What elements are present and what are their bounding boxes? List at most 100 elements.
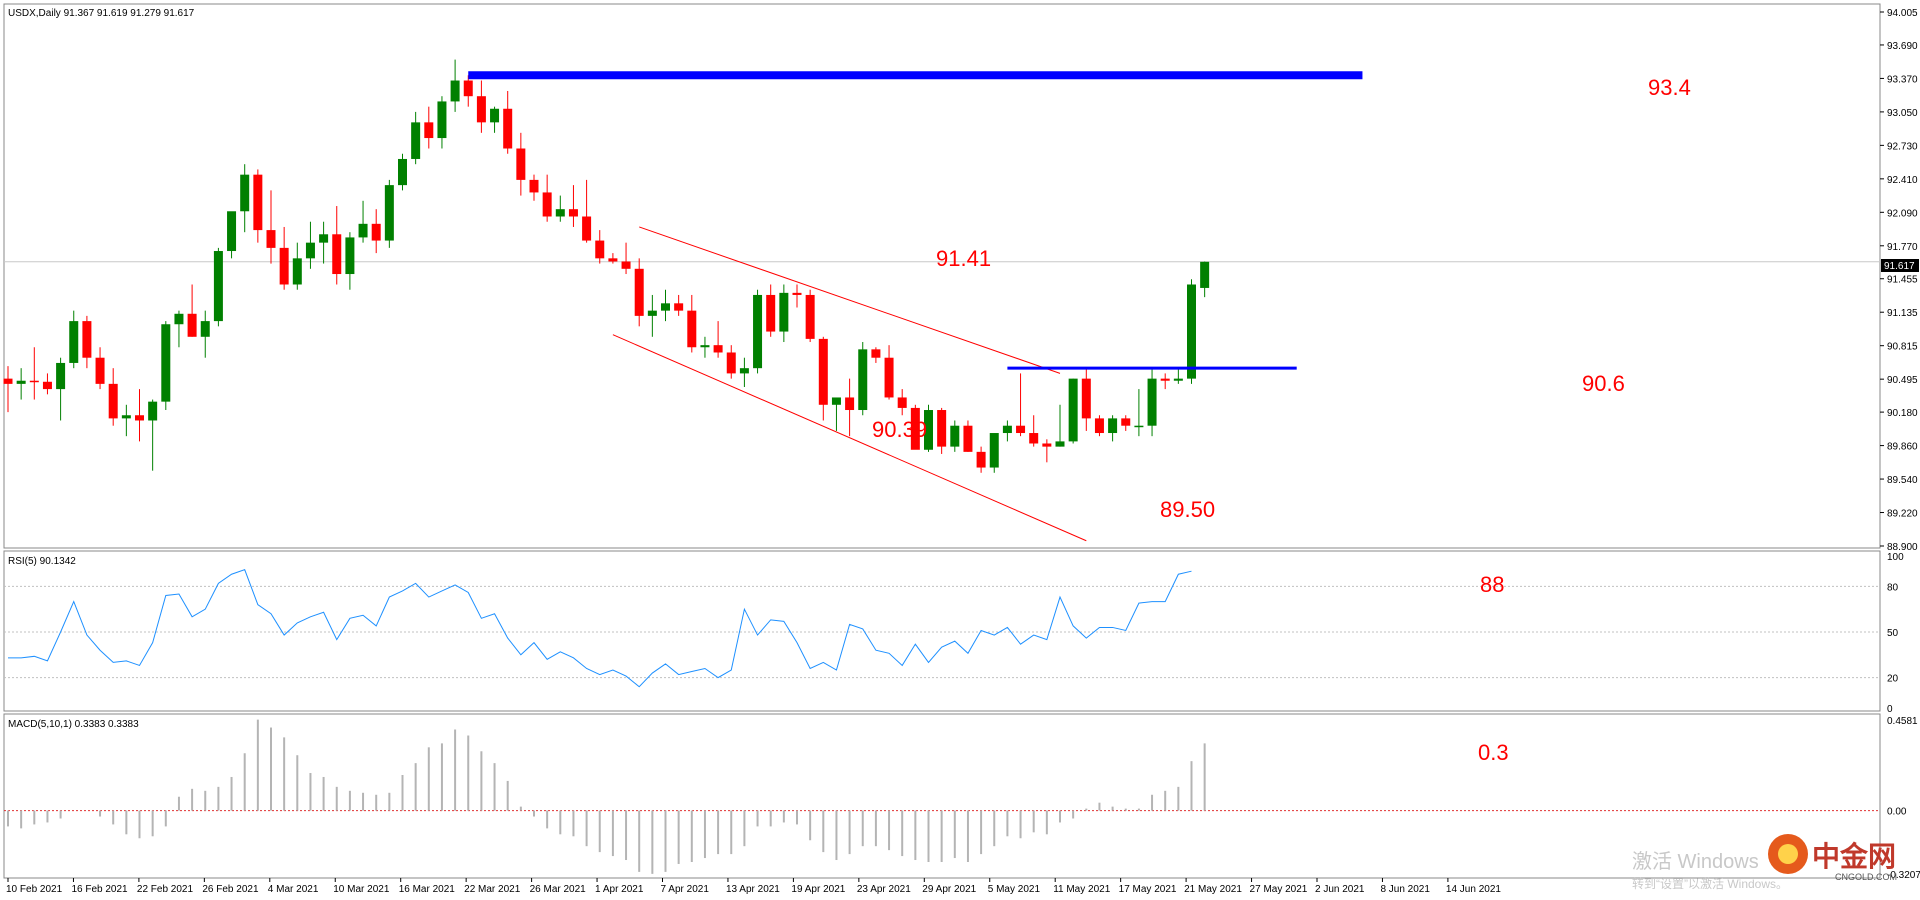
candle-body xyxy=(976,451,986,468)
candle-body xyxy=(924,410,933,450)
candle-body xyxy=(1160,378,1170,381)
candle-body xyxy=(319,234,329,243)
candle xyxy=(200,310,210,358)
candle xyxy=(1200,261,1210,298)
candle-body xyxy=(16,380,26,384)
candle xyxy=(42,373,52,395)
candle xyxy=(818,336,828,421)
channel-upper-line[interactable] xyxy=(639,226,1061,374)
candle-body xyxy=(1055,441,1065,447)
candle-body xyxy=(82,321,92,358)
candle-body xyxy=(989,433,999,468)
candle xyxy=(884,345,894,400)
trend-channel[interactable] xyxy=(612,226,1087,542)
annotation-rsi-88: 88 xyxy=(1480,572,1504,597)
price-tick-label: 93.050 xyxy=(1887,108,1918,119)
candle xyxy=(805,289,815,343)
candle-body xyxy=(148,401,158,421)
candle xyxy=(174,310,184,348)
candle-body xyxy=(345,237,355,275)
candle-body xyxy=(858,349,868,411)
candle-body xyxy=(1173,378,1183,381)
candle-body xyxy=(621,261,631,269)
candle xyxy=(726,345,736,379)
candle xyxy=(56,357,66,421)
candle-body xyxy=(476,96,486,123)
annotation-90-39: 90.39 xyxy=(872,417,927,442)
macd-tick-label: 0.00 xyxy=(1887,807,1907,818)
brand-domain: CNGOLD.COM xyxy=(1835,872,1897,882)
price-tick-label: 91.135 xyxy=(1887,308,1918,319)
candle-body xyxy=(674,303,684,311)
candle xyxy=(634,258,644,327)
candle xyxy=(253,169,263,243)
date-tick-label: 23 Apr 2021 xyxy=(857,884,911,895)
annotation-90-6: 90.6 xyxy=(1582,371,1625,396)
date-tick-label: 10 Mar 2021 xyxy=(333,884,390,895)
candle xyxy=(29,347,39,400)
candle xyxy=(490,106,500,133)
candle xyxy=(687,294,697,353)
candle-body xyxy=(135,415,144,421)
macd-tick-label: -0.3207 xyxy=(1887,870,1920,881)
candle-body xyxy=(1108,418,1118,434)
candle-body xyxy=(200,321,210,337)
candle-body xyxy=(726,352,736,374)
rsi-tick-label: 100 xyxy=(1887,552,1904,563)
candle-body xyxy=(69,321,79,363)
candle xyxy=(411,111,421,165)
candle xyxy=(937,407,947,454)
candle xyxy=(358,200,368,243)
candle xyxy=(1160,373,1170,390)
candle xyxy=(858,342,868,416)
candle-body xyxy=(687,310,697,348)
candle xyxy=(503,90,513,154)
rsi-panel-frame xyxy=(3,550,1881,712)
candle xyxy=(16,368,26,400)
indicator-levels: 100 80 50 20 00.4581 0.00 -0.3207 xyxy=(4,552,1920,881)
candle xyxy=(82,315,92,369)
candle-body xyxy=(1121,418,1131,426)
price-tick-label: 90.495 xyxy=(1887,375,1918,386)
candle-body xyxy=(910,407,920,450)
main-chart-title: USDX,Daily 91.367 91.619 91.279 91.617 xyxy=(8,8,195,19)
candle-body xyxy=(108,383,118,419)
date-tick-label: 27 May 2021 xyxy=(1250,884,1308,895)
main-panel-frame xyxy=(3,3,1881,549)
candle xyxy=(713,321,723,358)
candle xyxy=(595,230,605,264)
annotation-93-4: 93.4 xyxy=(1648,75,1691,100)
candle xyxy=(227,211,237,259)
resistance-lines[interactable] xyxy=(468,71,1363,370)
candle xyxy=(766,284,776,337)
candle xyxy=(1042,439,1052,463)
candle-body xyxy=(398,158,407,186)
candle-body xyxy=(608,258,618,262)
candle-body xyxy=(542,192,552,217)
price-tick-label: 91.455 xyxy=(1887,275,1918,286)
candle-body xyxy=(305,242,315,259)
date-tick-label: 10 Feb 2021 xyxy=(6,884,63,895)
candle-body xyxy=(384,185,394,241)
candle-body xyxy=(753,294,763,369)
candle-body xyxy=(700,345,710,348)
candle xyxy=(121,404,131,437)
candle xyxy=(1187,279,1196,384)
candle-body xyxy=(831,397,841,405)
macd-series xyxy=(7,719,1206,874)
candle-body xyxy=(279,247,289,285)
candle xyxy=(266,190,276,264)
date-tick-label: 13 Apr 2021 xyxy=(726,884,780,895)
channel-lower-line[interactable] xyxy=(612,334,1087,542)
candle xyxy=(450,59,460,112)
annotation-macd-0-3: 0.3 xyxy=(1478,740,1509,765)
candle xyxy=(1068,378,1078,444)
candle xyxy=(976,446,986,473)
price-tick-label: 92.730 xyxy=(1887,141,1918,152)
candle-body xyxy=(1029,433,1039,444)
candle-body xyxy=(845,397,855,411)
annotation-91-41: 91.41 xyxy=(936,246,991,271)
candle xyxy=(608,253,618,264)
